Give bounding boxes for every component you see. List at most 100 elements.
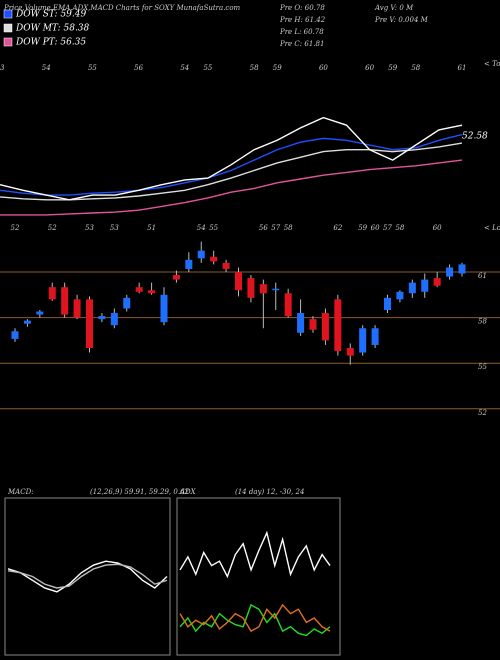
series-line: [7, 563, 168, 589]
date-label: 58: [411, 64, 420, 72]
legend-swatch: [3, 37, 13, 47]
y-tick-label: 52: [478, 409, 487, 417]
legend-entry: DOW PT: 56.35: [15, 38, 86, 48]
date-label: 61: [458, 64, 467, 72]
info: Pre V: 0.004 M: [374, 16, 429, 24]
candle-body: [98, 316, 106, 320]
panel-subtitle: (12,26,9) 59.91, 59.29, 0.62: [90, 488, 190, 496]
candle-body: [110, 313, 118, 326]
adx-panel: [176, 497, 341, 656]
info: Pre H: 61.42: [279, 16, 326, 24]
date-label: 58: [250, 64, 259, 72]
candle-body: [86, 299, 93, 348]
info: Pre L: 60.78: [279, 28, 324, 36]
candle-body: [259, 284, 267, 294]
candle-body: [458, 264, 466, 274]
date-label: 54: [197, 224, 206, 232]
candle-body: [309, 319, 317, 330]
candle-body: [321, 313, 329, 341]
candle-body: [185, 259, 193, 269]
candle-body: [359, 328, 367, 353]
legend-entry: DOW ST: 59.49: [15, 10, 86, 20]
series-line: [0, 116, 463, 201]
candle-body: [433, 278, 441, 286]
candle-body: [222, 262, 230, 269]
candle-body: [148, 290, 156, 294]
date-label: 55: [209, 224, 218, 232]
date-label: 59: [388, 64, 397, 72]
series-line: [179, 530, 331, 579]
candle-body: [48, 287, 56, 300]
date-label: 57: [271, 224, 280, 232]
candle-body: [197, 250, 205, 259]
candle-body: [272, 288, 280, 291]
date-label: 53: [85, 224, 94, 232]
candle-body: [408, 282, 416, 294]
candle-body: [371, 328, 379, 345]
y-tick-label: 55: [478, 363, 487, 371]
candle-body: [297, 313, 305, 333]
page-title: Price,Volume,EMA,ADX,MACD Charts for SOX…: [3, 4, 241, 12]
annotation: < Tops: [484, 60, 500, 68]
date-label: 51: [147, 224, 156, 232]
date-label: 60: [365, 64, 374, 72]
series-line: [7, 560, 168, 593]
candle-body: [160, 294, 168, 323]
date-label: 54: [180, 64, 189, 72]
info: Pre C: 61.81: [279, 40, 324, 48]
candle-body: [73, 299, 81, 318]
candle-body: [446, 267, 454, 277]
info: Pre O: 60.78: [279, 4, 325, 12]
info: Avg V: 0 M: [374, 4, 414, 12]
series-line: [0, 142, 463, 201]
candle-body: [284, 293, 292, 317]
y-tick-label: 61: [478, 272, 487, 280]
candle-body: [11, 331, 19, 339]
candle-body: [247, 278, 255, 298]
date-label: 58: [284, 224, 293, 232]
candle-body: [36, 311, 44, 315]
candle-body: [172, 275, 180, 280]
annotation: < Lows: [484, 224, 500, 232]
candle-body: [334, 299, 342, 352]
date-label: 55: [203, 64, 212, 72]
candle-body: [23, 320, 31, 324]
series-line: [0, 159, 463, 216]
candle-body: [123, 297, 131, 309]
date-label: 56: [134, 64, 143, 72]
date-label: 59: [273, 64, 282, 72]
candle-body: [61, 287, 69, 315]
panel-title: ADX: [179, 488, 197, 496]
y-tick-label: 58: [478, 318, 487, 326]
date-label: 57: [383, 224, 392, 232]
date-label: 55: [88, 64, 97, 72]
date-label: 52: [11, 224, 20, 232]
series-line: [179, 603, 331, 633]
date-label: 59: [358, 224, 367, 232]
date-label: 52: [48, 224, 57, 232]
date-label: 54: [42, 64, 51, 72]
candle-body: [210, 256, 218, 262]
date-label: 62: [333, 224, 342, 232]
candle-body: [421, 279, 429, 292]
annotation: 52.58: [462, 132, 488, 142]
candle-body: [396, 291, 404, 300]
date-label: 58: [395, 224, 404, 232]
legend-entry: DOW MT: 58.38: [15, 24, 90, 34]
date-label: 56: [259, 224, 268, 232]
date-label: 60: [319, 64, 328, 72]
candle-body: [346, 348, 354, 356]
date-label: 60: [433, 224, 442, 232]
date-label: 53: [110, 224, 119, 232]
candle-body: [135, 287, 143, 292]
legend-swatch: [3, 9, 13, 19]
candle-body: [384, 297, 391, 310]
date-label: 60: [371, 224, 380, 232]
candle-body: [235, 272, 242, 291]
legend-swatch: [3, 23, 13, 33]
panel-subtitle: (14 day) 12, -30, 24: [235, 488, 304, 496]
date-label: 53: [0, 64, 5, 72]
series-line: [0, 133, 463, 196]
panel-title: MACD:: [7, 488, 34, 496]
